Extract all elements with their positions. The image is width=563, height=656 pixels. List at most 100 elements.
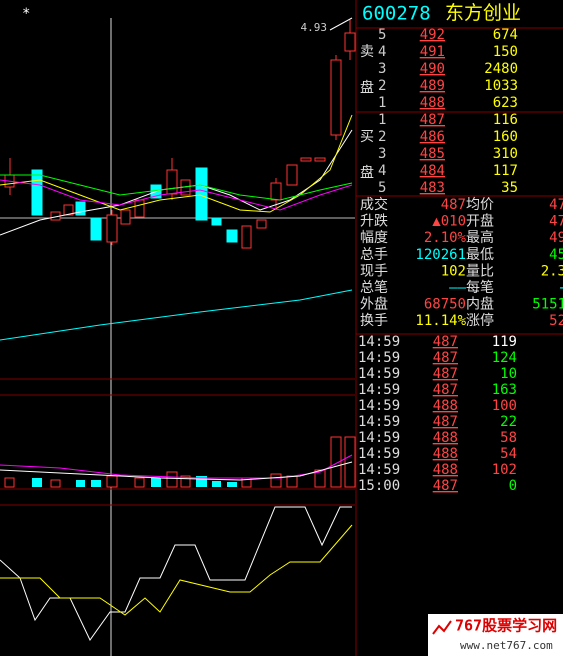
watermark-title: 767股票学习网 (455, 617, 557, 635)
stat-label: 内盘 (466, 296, 494, 313)
stat-value: - (558, 280, 563, 296)
trade-volume: 124 (492, 350, 517, 366)
trade-price: 488 (433, 462, 458, 478)
trade-time: 14:59 (358, 382, 400, 398)
trade-price: 487 (433, 350, 458, 366)
level: 4 (378, 163, 386, 179)
volume: 116 (493, 112, 518, 128)
trade-volume: 163 (492, 382, 517, 398)
volume: 35 (501, 180, 518, 196)
watermark-url: www.net767.com (460, 639, 553, 652)
level: 2 (378, 129, 386, 145)
trade-volume: 54 (500, 446, 517, 462)
trade-time: 14:59 (358, 414, 400, 430)
trade-time: 14:59 (358, 366, 400, 382)
stat-label: 总手 (360, 247, 388, 263)
stock-code: 600278 (362, 3, 431, 25)
volume: 310 (493, 146, 518, 162)
price: 488 (420, 95, 445, 111)
stat-value: 47 (549, 197, 563, 213)
price-chart (0, 17, 356, 656)
volume: 623 (493, 95, 518, 111)
stat-label: 现手 (360, 263, 388, 279)
stat-label: 涨停 (466, 312, 494, 329)
stat-value: 102 (441, 263, 466, 279)
volume: 1033 (484, 78, 518, 94)
trade-price: 487 (433, 382, 458, 398)
stat-label: 均价 (466, 197, 494, 213)
price: 487 (420, 112, 445, 128)
price: 489 (420, 78, 445, 94)
trade-volume: 10 (500, 366, 517, 382)
volume: 150 (493, 44, 518, 60)
trade-time: 14:59 (358, 462, 400, 478)
indicator-chart (0, 506, 353, 641)
side-label: 盘 (360, 79, 374, 96)
stat-value: 487 (441, 197, 466, 213)
trade-time: 14:59 (358, 446, 400, 462)
stat-label: 幅度 (360, 230, 388, 246)
stock-name: 东方创业 (445, 2, 521, 24)
stat-label: 总笔 (360, 280, 388, 296)
price: 490 (420, 61, 445, 77)
trade-time: 15:00 (358, 478, 400, 494)
stat-label: 每笔 (466, 280, 494, 296)
trade-time: 14:59 (358, 398, 400, 414)
price: 486 (420, 129, 445, 145)
trade-volume: 58 (500, 430, 517, 446)
stat-value: 45 (549, 247, 563, 263)
trade-price: 487 (433, 414, 458, 430)
price: 491 (420, 44, 445, 60)
trade-volume: 119 (492, 334, 517, 350)
volume-chart (0, 436, 356, 488)
watermark-logo (432, 620, 452, 635)
stat-value: 2.3 (541, 263, 563, 279)
stat-label: 最低 (466, 247, 494, 263)
volume: 160 (493, 129, 518, 145)
level: 1 (378, 112, 386, 128)
level: 5 (378, 180, 386, 196)
trade-time: 14:59 (358, 334, 400, 350)
volume: 2480 (484, 61, 518, 77)
level: 1 (378, 95, 386, 111)
side-label: 买 (360, 129, 374, 145)
price: 484 (420, 163, 445, 179)
trade-price: 487 (433, 366, 458, 382)
trade-price: 488 (433, 398, 458, 414)
stat-value: ▲010 (432, 214, 466, 230)
stat-value: 120261 (415, 247, 466, 263)
stat-value: —— (449, 280, 466, 296)
stat-value: 52 (549, 313, 563, 329)
stat-value: 49 (549, 230, 563, 246)
stat-value: 5151 (532, 297, 563, 313)
trade-price: 488 (433, 430, 458, 446)
stat-label: 外盘 (360, 296, 388, 313)
volume: 117 (493, 163, 518, 179)
trade-price: 487 (433, 478, 458, 494)
stat-value: 11.14% (415, 313, 466, 329)
trade-volume: 22 (500, 414, 517, 430)
stat-label: 量比 (466, 263, 494, 279)
price: 483 (420, 180, 445, 196)
trade-volume: 100 (492, 398, 517, 414)
stat-value: 68750 (424, 297, 466, 313)
trade-price: 487 (433, 334, 458, 350)
level: 5 (378, 27, 386, 43)
stat-label: 开盘 (466, 213, 494, 230)
stat-value: 47 (549, 214, 563, 230)
stat-label: 最高 (466, 229, 494, 246)
side-label: 盘 (360, 164, 374, 181)
price: 492 (420, 27, 445, 43)
trade-volume: 102 (492, 462, 517, 478)
stat-value: 2.10% (424, 230, 467, 246)
level: 4 (378, 44, 386, 60)
stat-label: 升跌 (360, 214, 388, 230)
trade-price: 488 (433, 446, 458, 462)
high-label: 4.93 (301, 21, 328, 34)
trade-time: 14:59 (358, 350, 400, 366)
price: 485 (420, 146, 445, 162)
up-candles (4, 20, 356, 249)
